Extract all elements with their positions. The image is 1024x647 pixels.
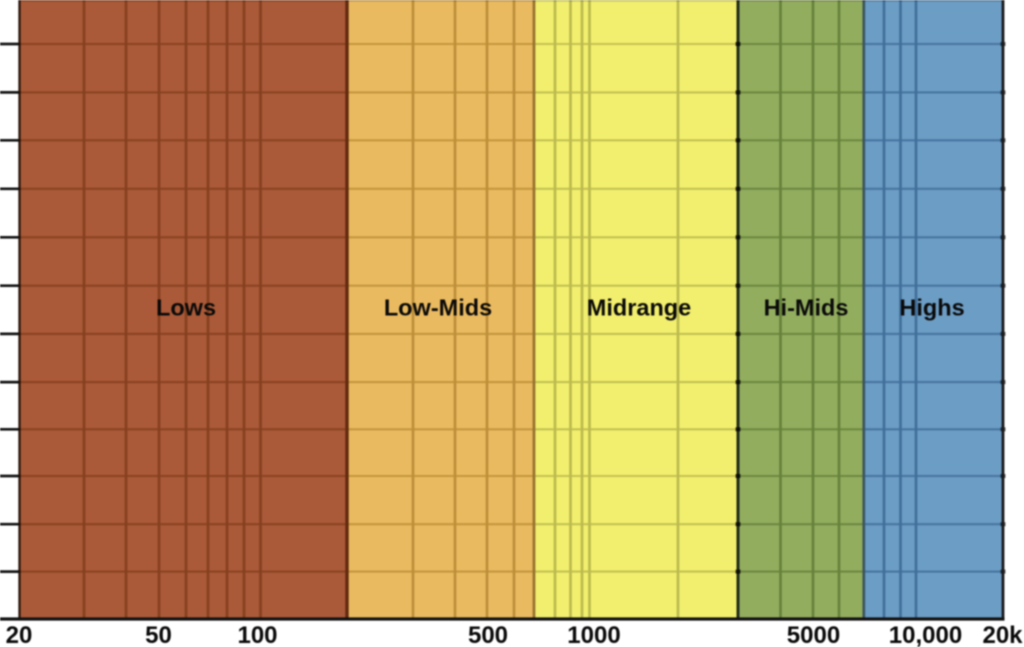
svg-text:50: 50 (145, 622, 172, 647)
svg-text:100: 100 (237, 622, 277, 647)
svg-text:500: 500 (468, 622, 508, 647)
svg-text:Lows: Lows (156, 295, 216, 321)
svg-text:Highs: Highs (899, 295, 964, 321)
svg-text:Hi-Mids: Hi-Mids (764, 295, 849, 321)
svg-text:Low-Mids: Low-Mids (384, 295, 492, 321)
svg-text:1000: 1000 (567, 622, 620, 647)
svg-text:20: 20 (6, 622, 33, 647)
svg-text:10,000: 10,000 (889, 622, 962, 647)
svg-text:5000: 5000 (787, 622, 840, 647)
svg-text:Midrange: Midrange (587, 295, 691, 321)
svg-text:20k: 20k (982, 622, 1023, 647)
